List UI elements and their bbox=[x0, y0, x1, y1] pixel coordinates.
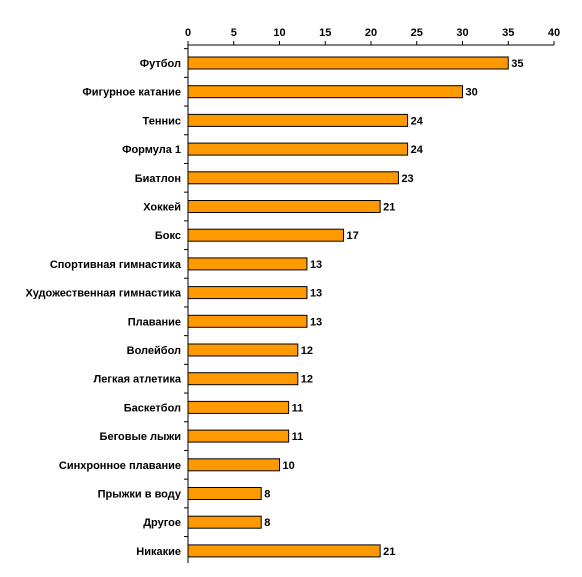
labels: Футбол 35 Фигурное катание 30 Теннис 24 Формул… bbox=[26, 58, 524, 558]
x-tick-label: 0 bbox=[185, 27, 191, 39]
bar bbox=[187, 56, 509, 70]
category-label: Синхронное плавание bbox=[59, 460, 181, 472]
data-label: 21 bbox=[383, 546, 395, 558]
data-label: 12 bbox=[301, 374, 313, 386]
bar bbox=[187, 458, 280, 472]
bars bbox=[187, 56, 509, 558]
category-label: Беговые лыжи bbox=[100, 431, 181, 443]
x-tick-label: 40 bbox=[548, 27, 560, 39]
category-label: Баскетбол bbox=[124, 402, 181, 414]
x-tick-label: 15 bbox=[319, 27, 331, 39]
axes: 0 5 10 15 20 25 30 35 40 bbox=[184, 27, 560, 563]
category-label: Легкая атлетика bbox=[94, 374, 182, 386]
data-label: 8 bbox=[264, 517, 270, 529]
category-label: Биатлон bbox=[135, 173, 181, 185]
category-label: Теннис bbox=[143, 115, 181, 127]
category-label: Художественная гимнастика bbox=[26, 288, 182, 300]
data-label: 24 bbox=[411, 144, 424, 156]
data-label: 30 bbox=[466, 87, 478, 99]
data-label: 11 bbox=[292, 431, 304, 443]
category-label: Другое bbox=[143, 517, 181, 529]
category-label: Плавание bbox=[128, 316, 181, 328]
bar bbox=[187, 429, 290, 443]
data-label: 11 bbox=[292, 402, 304, 414]
bar bbox=[187, 113, 409, 127]
bar bbox=[187, 257, 308, 271]
bar bbox=[187, 544, 381, 558]
data-label: 21 bbox=[383, 202, 395, 214]
data-label: 13 bbox=[310, 288, 322, 300]
category-label: Спортивная гимнастика bbox=[50, 259, 182, 271]
bar bbox=[187, 85, 463, 99]
bar bbox=[187, 228, 345, 242]
x-tick-label: 10 bbox=[273, 27, 285, 39]
category-label: Бокс bbox=[155, 230, 181, 242]
x-tick-label: 20 bbox=[365, 27, 377, 39]
data-label: 8 bbox=[264, 489, 270, 501]
bar bbox=[187, 372, 299, 386]
data-label: 12 bbox=[301, 345, 313, 357]
category-label: Формула 1 bbox=[122, 144, 181, 156]
data-label: 23 bbox=[401, 173, 413, 185]
x-tick-label: 5 bbox=[231, 27, 237, 39]
bar bbox=[187, 515, 262, 529]
category-label: Хоккей bbox=[143, 202, 181, 214]
bar bbox=[187, 314, 308, 328]
bar bbox=[187, 171, 399, 185]
category-label: Волейбол bbox=[127, 345, 181, 357]
bar bbox=[187, 400, 290, 414]
x-tick-label: 30 bbox=[456, 27, 468, 39]
bar bbox=[187, 286, 308, 300]
data-label: 17 bbox=[347, 230, 359, 242]
data-label: 24 bbox=[411, 115, 424, 127]
category-label: Прыжки в воду bbox=[98, 489, 182, 501]
category-label: Никакие bbox=[136, 546, 181, 558]
x-tick-label: 35 bbox=[502, 27, 514, 39]
data-label: 13 bbox=[310, 316, 322, 328]
category-label: Футбол bbox=[140, 58, 181, 70]
x-tick-label: 25 bbox=[411, 27, 423, 39]
bar bbox=[187, 200, 381, 213]
bar bbox=[187, 487, 262, 500]
data-label: 10 bbox=[283, 460, 295, 472]
bar bbox=[187, 343, 299, 357]
bar bbox=[187, 142, 409, 156]
category-label: Фигурное катание bbox=[82, 87, 181, 99]
data-label: 13 bbox=[310, 259, 322, 271]
data-label: 35 bbox=[511, 58, 523, 70]
